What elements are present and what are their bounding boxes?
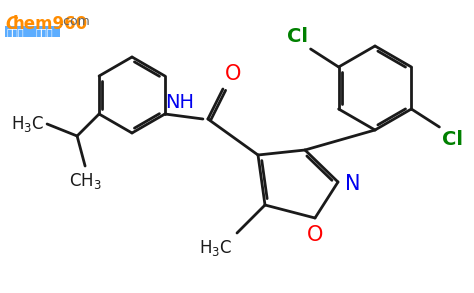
Text: $\mathsf{H_3C}$: $\mathsf{H_3C}$	[199, 238, 232, 258]
Text: O: O	[307, 225, 323, 245]
Text: $\mathsf{CH_3}$: $\mathsf{CH_3}$	[69, 171, 101, 191]
FancyBboxPatch shape	[5, 26, 60, 37]
Text: C: C	[5, 15, 17, 33]
Text: N: N	[345, 174, 361, 194]
Text: 化工网: 化工网	[7, 27, 25, 37]
Text: O: O	[225, 64, 241, 84]
Text: $\mathsf{H_3C}$: $\mathsf{H_3C}$	[11, 114, 44, 134]
Text: Cl: Cl	[442, 130, 464, 149]
Text: hem960: hem960	[13, 15, 88, 33]
Text: NH: NH	[165, 93, 194, 112]
Text: .com: .com	[60, 15, 91, 28]
Text: Cl: Cl	[287, 27, 308, 46]
Text: 化工网: 化工网	[36, 27, 54, 37]
